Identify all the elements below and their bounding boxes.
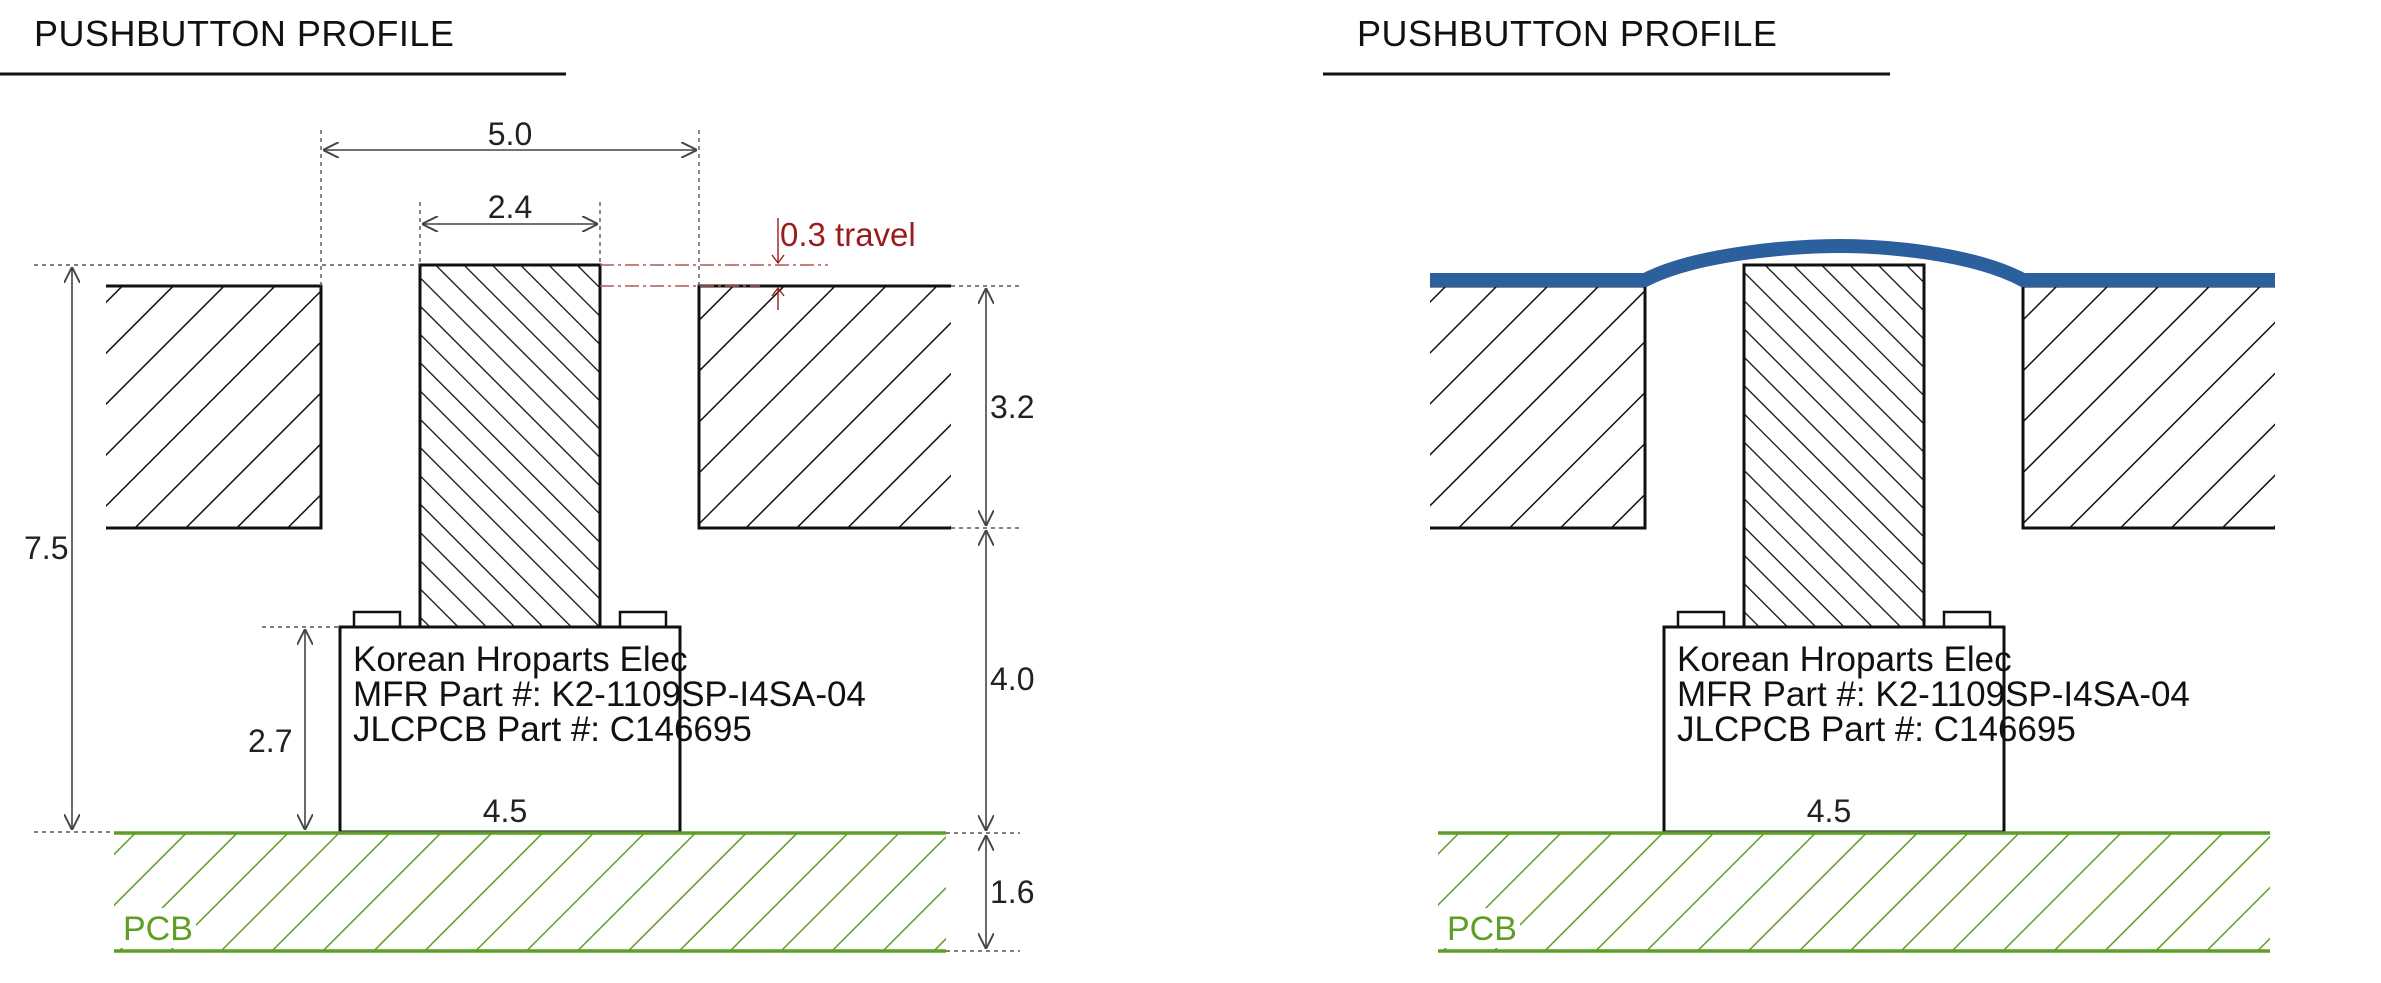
- left-title: PUSHBUTTON PROFILE: [34, 13, 454, 54]
- right-pcb: [1438, 833, 2270, 951]
- right-tab-right: [1942, 610, 1992, 629]
- left-dim-total-height: 7.5: [24, 264, 420, 833]
- left-dim-travel: 0.3 travel: [600, 216, 916, 310]
- left-part-mfr: MFR Part #: K2-1109SP-I4SA-04: [353, 675, 866, 714]
- left-dim-width-outer-text: 5.0: [488, 116, 532, 152]
- left-dim-gap-text: 4.0: [990, 661, 1034, 697]
- right-panel-block-left: [1430, 286, 1645, 528]
- left-pcb: [114, 833, 946, 951]
- left-panel-block-left-outline: [106, 284, 323, 530]
- right-pcb-label: PCB: [1447, 910, 1517, 948]
- left-dim-width-button: 2.4: [419, 189, 601, 265]
- right-part-jlcpcb: JLCPCB Part #: C146695: [1677, 710, 2076, 749]
- right-part-maker: Korean Hroparts Elec: [1677, 640, 2012, 679]
- left-tab-left: [352, 610, 402, 629]
- left-panel-block-left: [106, 286, 321, 528]
- left-dim-travel-text: 0.3 travel: [780, 216, 916, 253]
- right-drawing: PUSHBUTTON PROFILE Korean Hroparts Elec …: [1323, 13, 2275, 953]
- left-drawing: PUSHBUTTON PROFILE Korean Hroparts Elec …: [0, 13, 1034, 953]
- right-part-mfr: MFR Part #: K2-1109SP-I4SA-04: [1677, 675, 2190, 714]
- left-dim-body-width: 4.5: [483, 793, 527, 829]
- left-dim-body-height: 2.7: [248, 626, 340, 830]
- left-dim-body-height-text: 2.7: [248, 723, 292, 759]
- left-part-maker: Korean Hroparts Elec: [353, 640, 688, 679]
- left-pcb-label: PCB: [123, 910, 193, 948]
- left-dim-panel-thickness-text: 3.2: [990, 389, 1034, 425]
- right-tab-left: [1676, 610, 1726, 629]
- left-dim-width-button-text: 2.4: [488, 189, 532, 225]
- left-panel-block-right: [699, 286, 951, 528]
- right-dim-body-width: 4.5: [1807, 793, 1851, 829]
- left-dim-right-stack: 3.2 4.0 1.6: [946, 285, 1034, 952]
- right-membrane-overlay: [1430, 238, 2275, 287]
- left-pcb-label-bg: [118, 908, 196, 948]
- left-dim-total-height-text: 7.5: [24, 530, 68, 566]
- left-dim-pcb-thickness-text: 1.6: [990, 874, 1034, 910]
- left-panel-block-right-outline: [697, 284, 951, 530]
- left-part-jlcpcb: JLCPCB Part #: C146695: [353, 710, 752, 749]
- right-panel-block-right: [2023, 286, 2275, 528]
- right-button-plunger: [1742, 263, 1926, 629]
- left-dim-width-outer: 5.0: [320, 116, 700, 286]
- right-title: PUSHBUTTON PROFILE: [1357, 13, 1777, 54]
- left-tab-right: [618, 610, 668, 629]
- left-button-plunger: [418, 263, 602, 629]
- left-switch-body: [338, 625, 682, 834]
- right-switch-body: [1662, 625, 2006, 834]
- right-pcb-label-bg: [1442, 908, 1520, 948]
